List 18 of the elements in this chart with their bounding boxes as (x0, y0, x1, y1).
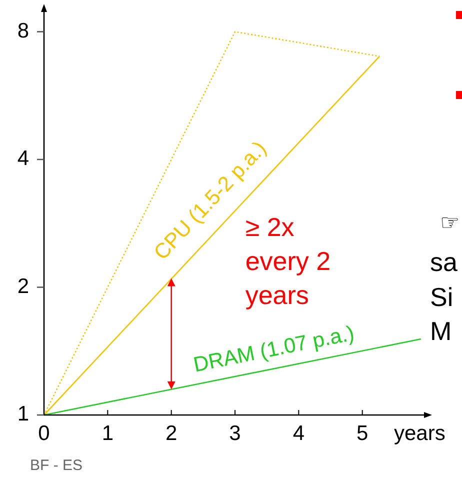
annotation: ≥ 2x every 2 years (245, 212, 331, 310)
y-tick-label: 4 (17, 147, 30, 170)
text: sa (430, 247, 458, 277)
x-tick-label: 4 (292, 422, 305, 445)
text: M (430, 316, 452, 346)
text: Si (430, 282, 454, 312)
text: DRAM (1.07 p.a.) (192, 322, 356, 377)
y-tick-label: 2 (17, 274, 29, 298)
x-tick-label: 1 (102, 422, 114, 445)
x-tick-label: 2 (165, 422, 178, 445)
text: BF - ES (30, 457, 83, 474)
y-tick-label: 1 (17, 402, 29, 426)
x-tick-label: 3 (229, 422, 241, 445)
x-axis-title: years (394, 422, 446, 445)
text: ☞ (440, 210, 460, 235)
y-tick-label: 8 (17, 19, 29, 42)
x-tick-label: 0 (38, 422, 50, 445)
x-tick-label: 5 (356, 422, 368, 445)
